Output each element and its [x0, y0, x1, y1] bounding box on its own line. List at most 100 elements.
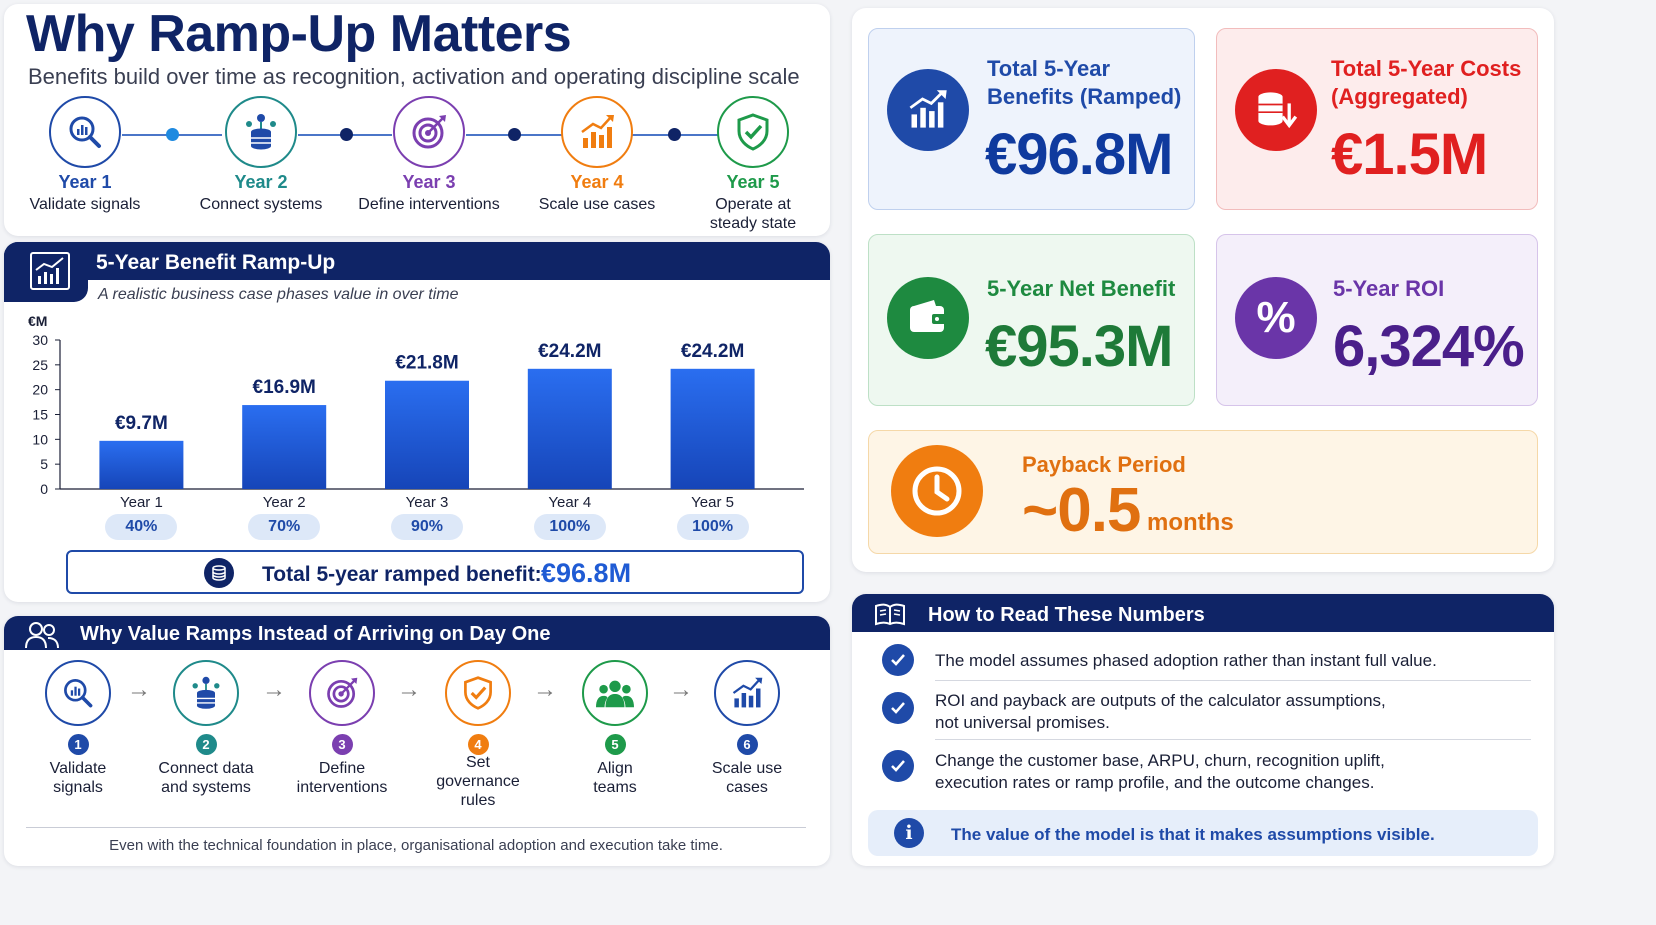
ramp-reasons-title: Why Value Ramps Instead of Arriving on D…: [80, 623, 551, 645]
bar-data-label: €24.2M: [681, 341, 744, 362]
step-label: Define interventions: [296, 760, 388, 796]
kpi-roi: % 5-Year ROI 6,324%: [1216, 234, 1538, 406]
ramp-percent-badge: 40%: [105, 514, 178, 540]
kpi-unit: months: [1147, 509, 1234, 536]
x-tick-label: Year 3: [405, 494, 449, 511]
divider: [935, 680, 1531, 681]
ramp-percent-badge: 90%: [391, 514, 463, 540]
clock-icon: [891, 445, 983, 537]
kpi-value: 6,324%: [1333, 314, 1525, 379]
step-label: Connect data and systems: [158, 760, 254, 796]
kpi-total-benefits: Total 5-Year Benefits (Ramped) €96.8M: [868, 28, 1195, 210]
kpi-total-costs: Total 5-Year Costs (Aggregated) €1.5M: [1216, 28, 1538, 210]
timeline-year-desc: Connect systems: [199, 196, 323, 213]
model-note: i The value of the model is that it make…: [868, 810, 1538, 856]
team-icon: [582, 660, 648, 726]
timeline-year-label: Year 4: [570, 172, 624, 192]
step-2: 2 Connect data and systems: [141, 660, 271, 797]
y-tick-label: 0: [40, 481, 48, 497]
bar: [242, 405, 327, 489]
timeline-year-desc: Validate signals: [29, 196, 141, 213]
bar-data-label: €24.2M: [538, 341, 601, 362]
step-label: Align teams: [593, 760, 637, 796]
read-item-3: Change the customer base, ARPU, churn, r…: [880, 750, 1530, 796]
kpi-label: 5-Year ROI: [1333, 276, 1445, 301]
ramp-reasons-card: [4, 616, 830, 866]
bar: [670, 368, 755, 489]
cost-down-icon: [1235, 69, 1317, 151]
y-tick-label: 30: [32, 332, 48, 348]
kpi-label: Payback Period: [1022, 452, 1186, 477]
bar: [99, 440, 184, 489]
timeline-year-label: Year 3: [402, 172, 456, 192]
timeline-dot: [668, 128, 681, 141]
chart-subtitle: A realistic business case phases value i…: [98, 286, 459, 303]
check-icon: [882, 644, 914, 676]
percent-icon: %: [1235, 277, 1317, 359]
timeline-dot: [340, 128, 353, 141]
how-to-read-title: How to Read These Numbers: [928, 604, 1205, 626]
step-number: 2: [195, 734, 217, 755]
step-3: 3 Define interventions: [277, 660, 407, 797]
timeline-year-2: Year 2 Connect systems: [176, 96, 346, 214]
kpi-label: Total 5-Year Benefits (Ramped): [987, 56, 1182, 109]
timeline-year-1: Year 1 Validate signals: [0, 96, 170, 214]
step-6: 6 Scale use cases: [682, 660, 812, 797]
step-number: 4: [467, 734, 489, 755]
bar-data-label: €16.9M: [253, 377, 316, 398]
step-number: 3: [331, 734, 353, 755]
divider: [935, 739, 1531, 740]
total-benefit-box: Total 5-year ramped benefit: €96.8M: [66, 550, 804, 594]
kpi-label: Total 5-Year Costs (Aggregated): [1331, 56, 1522, 109]
timeline-year-4: Year 4 Scale use cases: [512, 96, 682, 214]
book-icon: [875, 603, 905, 626]
coins-icon: [204, 558, 234, 588]
check-icon: [882, 692, 914, 724]
growth-chart-icon: [714, 660, 780, 726]
timeline-year-desc: Operate at steady state: [709, 196, 797, 232]
how-to-read-header: How to Read These Numbers: [852, 594, 1554, 632]
step-4: 4 Set governance rules: [413, 660, 543, 810]
bar-data-label: €9.7M: [115, 413, 168, 434]
step-5: 5 Align teams: [550, 660, 680, 797]
step-label: Set governance rules: [436, 754, 520, 809]
timeline-dot: [508, 128, 521, 141]
bar: [527, 368, 612, 489]
chart-header: 5-Year Benefit Ramp-Up: [4, 242, 830, 302]
magnify-chart-icon: [49, 96, 121, 168]
kpi-net-benefit: 5-Year Net Benefit €95.3M: [868, 234, 1195, 406]
x-tick-label: Year 5: [691, 494, 734, 511]
target-icon: [309, 660, 375, 726]
page-title: Why Ramp-Up Matters: [26, 5, 572, 63]
ramp-percent-badge: 100%: [533, 514, 606, 540]
target-icon: [393, 96, 465, 168]
step-label: Validate signals: [49, 760, 107, 796]
y-tick-label: 5: [40, 456, 48, 472]
ramp-reasons-header: Why Value Ramps Instead of Arriving on D…: [4, 616, 830, 650]
growth-chart-icon: [561, 96, 633, 168]
step-1: 1 Validate signals: [13, 660, 143, 797]
magnify-chart-icon: [45, 660, 111, 726]
total-benefit-value: €96.8M: [541, 558, 632, 588]
kpi-value: €95.3M: [985, 314, 1173, 379]
step-number: 1: [67, 734, 89, 755]
kpi-value: ~0.5: [1022, 476, 1141, 545]
arrow-icon: →: [533, 676, 557, 703]
timeline-year-3: Year 3 Define interventions: [344, 96, 514, 214]
chart-title: 5-Year Benefit Ramp-Up: [96, 251, 336, 274]
read-item-2: ROI and payback are outputs of the calcu…: [880, 690, 1530, 736]
shield-check-icon: [445, 660, 511, 726]
shield-check-icon: [717, 96, 789, 168]
ramp-percent-badge: 70%: [248, 514, 321, 540]
arrow-icon: →: [397, 676, 421, 703]
ramp-reasons-footer: Even with the technical foundation in pl…: [109, 837, 723, 854]
kpi-value: €1.5M: [1331, 122, 1488, 187]
y-axis-unit: €M: [28, 313, 47, 329]
kpi-label: 5-Year Net Benefit: [987, 276, 1176, 301]
model-note-text: The value of the model is that it makes …: [951, 825, 1435, 844]
timeline-dot: [166, 128, 179, 141]
page-subtitle: Benefits build over time as recognition,…: [28, 64, 800, 89]
growth-chart-icon: [887, 69, 969, 151]
y-tick-label: 25: [32, 357, 48, 373]
timeline-year-label: Year 5: [726, 172, 780, 192]
